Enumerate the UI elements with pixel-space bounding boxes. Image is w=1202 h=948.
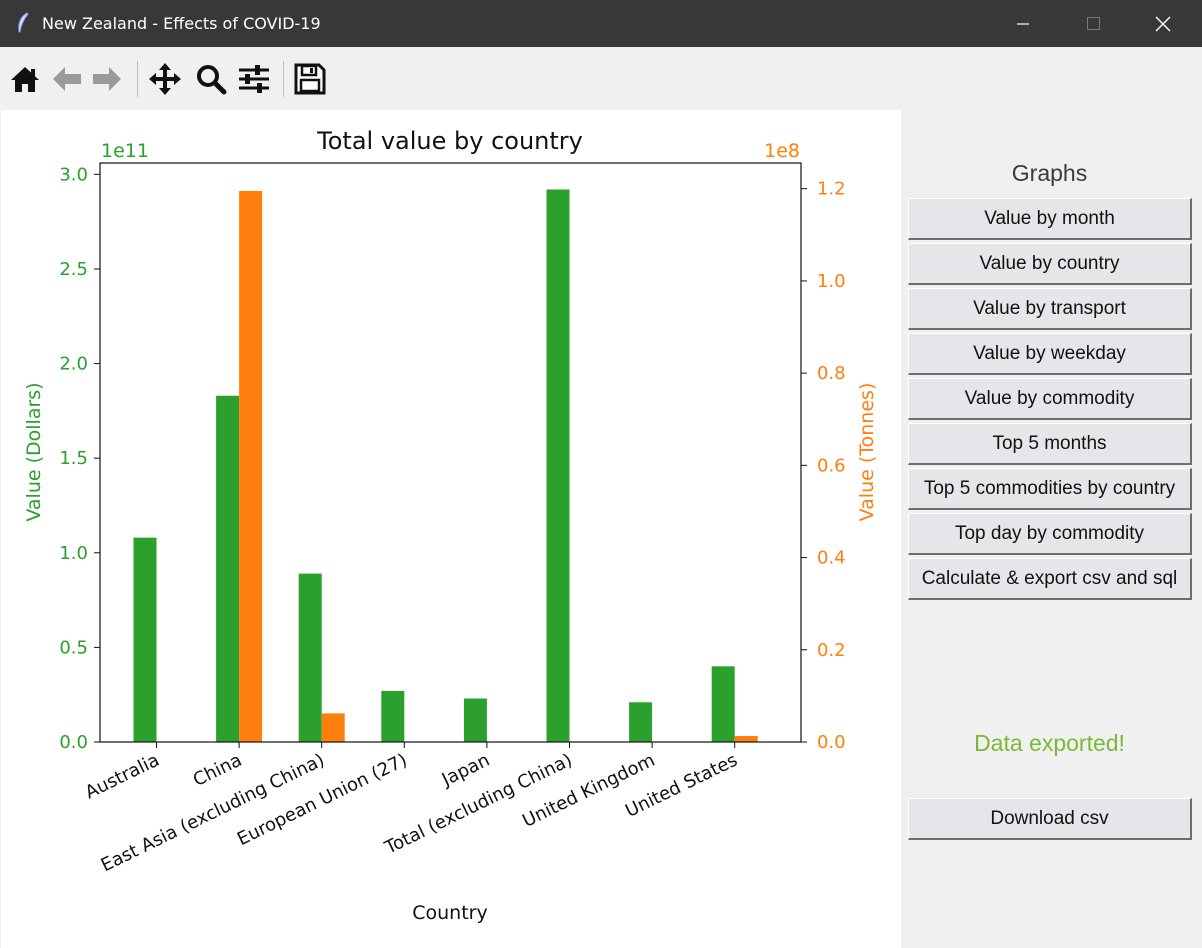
graphs-heading: Graphs (1011, 160, 1088, 186)
bar-tonnes-7 (734, 736, 758, 742)
right-y-tick-label: 0.4 (817, 548, 846, 569)
x-tick-label: China (190, 750, 245, 791)
close-button[interactable] (1128, 0, 1198, 47)
close-icon (1155, 16, 1171, 32)
chart-title: Total value by country (316, 127, 583, 155)
home-icon[interactable] (8, 62, 42, 96)
plot-canvas[interactable]: Total value by country 1e11 1e8 Value (D… (1, 110, 901, 948)
left-y-tick-label: 3.0 (59, 164, 88, 185)
top-5-months-button[interactable]: Top 5 months (908, 423, 1192, 465)
feather-icon (18, 12, 29, 33)
toolbar-separator (137, 61, 138, 97)
right-axis-offset-text: 1e8 (764, 140, 800, 162)
bar-tonnes-1 (239, 190, 263, 742)
status-message: Data exported! (974, 730, 1125, 756)
total-value-by-country-chart: Total value by country 1e11 1e8 Value (D… (23, 127, 878, 924)
right-y-tick-label: 0.6 (817, 455, 846, 476)
download-csv-button[interactable]: Download csv (908, 798, 1192, 840)
left-axis-offset-text: 1e11 (101, 140, 149, 162)
bar-dollars-3 (381, 690, 405, 742)
value-by-month-button[interactable]: Value by month (908, 198, 1192, 240)
left-y-tick-label: 2.5 (59, 259, 88, 280)
value-by-commodity-button[interactable]: Value by commodity (908, 378, 1192, 420)
minimize-button[interactable] (988, 0, 1058, 47)
right-y-tick-label: 1.2 (817, 179, 846, 200)
right-y-tick-label: 1.0 (817, 271, 846, 292)
sidebar: Graphs Value by month Value by country V… (901, 110, 1202, 948)
top-5-commodities-by-country-button[interactable]: Top 5 commodities by country (908, 468, 1192, 510)
maximize-icon (1087, 17, 1100, 30)
configure-subplots-icon[interactable] (237, 62, 271, 96)
x-tick-label: Australia (82, 750, 163, 804)
save-icon[interactable] (293, 62, 327, 96)
bar-dollars-6 (629, 702, 653, 742)
left-y-tick-label: 0.5 (59, 637, 88, 658)
x-tick-label: Japan (438, 750, 493, 791)
right-axis-label: Value (Tonnes) (856, 383, 878, 522)
right-y-tick-label: 0.0 (817, 732, 846, 753)
value-by-country-button[interactable]: Value by country (908, 243, 1192, 285)
plot-frame (99, 162, 802, 743)
left-y-tick-label: 1.0 (59, 543, 88, 564)
bar-dollars-1 (216, 395, 240, 742)
bar-dollars-7 (711, 666, 735, 742)
value-by-transport-button[interactable]: Value by transport (908, 288, 1192, 330)
calculate-export-button[interactable]: Calculate & export csv and sql (908, 558, 1192, 600)
left-y-tick-label: 0.0 (59, 732, 88, 753)
pan-icon[interactable] (148, 62, 182, 96)
zoom-icon[interactable] (194, 62, 228, 96)
bar-tonnes-2 (321, 713, 345, 742)
maximize-button[interactable] (1058, 0, 1128, 47)
x-axis-label: Country (412, 902, 487, 924)
value-by-weekday-button[interactable]: Value by weekday (908, 333, 1192, 375)
toolbar-separator (283, 61, 284, 97)
back-arrow-icon[interactable] (50, 62, 84, 96)
left-y-tick-label: 1.5 (59, 448, 88, 469)
title-bar: New Zealand - Effects of COVID-19 (0, 0, 1202, 47)
plot-toolbar (0, 47, 1202, 110)
right-y-tick-label: 0.2 (817, 640, 846, 661)
bar-dollars-2 (298, 573, 322, 742)
left-y-tick-label: 2.0 (59, 354, 88, 375)
top-day-by-commodity-button[interactable]: Top day by commodity (908, 513, 1192, 555)
minimize-icon (1017, 23, 1029, 25)
bar-dollars-5 (546, 189, 570, 742)
right-y-tick-label: 0.8 (817, 363, 846, 384)
bar-dollars-0 (133, 537, 157, 742)
forward-arrow-icon[interactable] (90, 62, 124, 96)
left-axis-label: Value (Dollars) (23, 382, 45, 521)
window-title: New Zealand - Effects of COVID-19 (42, 14, 321, 33)
bar-dollars-4 (463, 698, 487, 742)
